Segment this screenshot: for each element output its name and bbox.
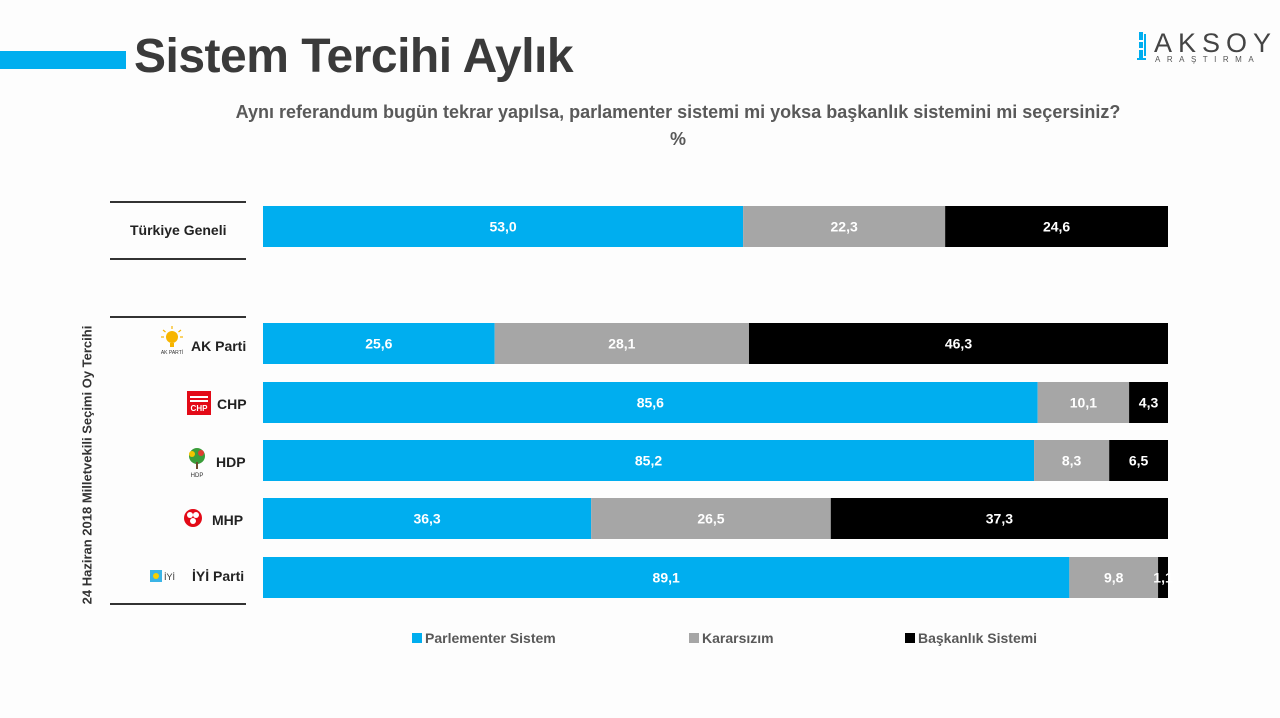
divider-parties-top xyxy=(110,316,246,318)
data-label-chp-parlementer: 85,6 xyxy=(637,395,664,411)
iyi-parti-icon-text: İYİ xyxy=(164,572,175,582)
data-label-mhp-baskanlik: 37,3 xyxy=(986,511,1013,527)
aksoy-logo-mark-icon xyxy=(1137,32,1146,60)
bar-turkiye-geneli-parlementer xyxy=(263,206,744,247)
legend-swatch-kararsiz xyxy=(689,633,699,643)
category-label-hdp: HDP xyxy=(216,454,246,470)
legend-item-parlementer: Parlementer Sistem xyxy=(412,630,556,646)
bar-turkiye-geneli-kararsiz xyxy=(743,206,946,247)
data-label-mhp-parlementer: 36,3 xyxy=(413,511,440,527)
data-label-ak-parti-parlementer: 25,6 xyxy=(365,336,392,352)
category-label-chp: CHP xyxy=(217,396,247,412)
bar-mhp-kararsiz xyxy=(591,498,831,539)
legend-label-parlementer: Parlementer Sistem xyxy=(425,630,556,646)
category-label-i-yi-parti: İYİ Parti xyxy=(192,568,245,584)
hdp-tree-icon: HDP xyxy=(189,448,205,479)
page-title: Sistem Tercihi Aylık xyxy=(134,30,574,83)
bar-ak-parti-baskanlik xyxy=(748,323,1168,364)
legend-item-kararsiz: Kararsızım xyxy=(689,630,774,646)
bar-ak-parti-parlementer xyxy=(263,323,495,364)
legend-swatch-parlementer xyxy=(412,633,422,643)
legend-label-kararsiz: Kararsızım xyxy=(702,630,774,646)
ak-parti-bulb-icon: AK PARTİ xyxy=(161,326,183,356)
data-label-chp-baskanlik: 4,3 xyxy=(1139,395,1159,411)
data-label-chp-kararsiz: 10,1 xyxy=(1070,395,1097,411)
divider-general xyxy=(110,258,246,260)
chp-six-arrows-icon: CHP xyxy=(187,391,211,415)
bar-mhp-parlementer xyxy=(263,498,592,539)
data-label-hdp-baskanlik: 6,5 xyxy=(1129,453,1149,469)
logo-subtitle: ARAŞTIRMA xyxy=(1155,55,1261,64)
data-label-i-yi-parti-parlementer: 89,1 xyxy=(653,570,680,586)
bar-turkiye-geneli-baskanlik xyxy=(945,206,1168,247)
divider-bottom xyxy=(110,603,246,605)
bar-i-yi-parti-kararsiz xyxy=(1069,557,1159,598)
data-label-i-yi-parti-baskanlik: 1,1 xyxy=(1153,570,1173,586)
bar-hdp-baskanlik xyxy=(1109,440,1168,481)
data-label-mhp-kararsiz: 26,5 xyxy=(697,511,724,527)
logo-wordmark: AKSOY xyxy=(1154,28,1278,58)
data-label-turkiye-geneli-kararsiz: 22,3 xyxy=(831,219,858,235)
data-label-hdp-parlementer: 85,2 xyxy=(635,453,662,469)
bar-chp-kararsiz xyxy=(1037,382,1130,423)
legend-swatch-baskanlik xyxy=(905,633,915,643)
aksoy-logo: AKSOY ARAŞTIRMA xyxy=(1137,28,1271,66)
bar-i-yi-parti-parlementer xyxy=(263,557,1070,598)
data-label-hdp-kararsiz: 8,3 xyxy=(1062,453,1082,469)
legend-item-baskanlik: Başkanlık Sistemi xyxy=(905,630,1037,646)
bar-chp-parlementer xyxy=(263,382,1038,423)
chp-icon-text: CHP xyxy=(191,404,209,413)
data-label-turkiye-geneli-parlementer: 53,0 xyxy=(489,219,516,235)
legend-label-baskanlik: Başkanlık Sistemi xyxy=(918,630,1038,646)
bar-i-yi-parti-baskanlik xyxy=(1158,557,1168,598)
title-accent-bar xyxy=(0,51,126,69)
hdp-icon-text: HDP xyxy=(191,473,204,479)
divider-top xyxy=(110,201,246,203)
bar-hdp-kararsiz xyxy=(1034,440,1110,481)
bar-hdp-parlementer xyxy=(263,440,1035,481)
ak-parti-icon-text: AK PARTİ xyxy=(161,349,183,356)
data-label-turkiye-geneli-baskanlik: 24,6 xyxy=(1043,219,1070,235)
chart-unit: % xyxy=(669,129,686,149)
category-label-turkiye-geneli: Türkiye Geneli xyxy=(130,222,227,238)
category-label-mhp: MHP xyxy=(212,512,244,528)
chart-question: Aynı referandum bugün tekrar yapılsa, pa… xyxy=(235,102,1121,122)
data-label-ak-parti-kararsiz: 28,1 xyxy=(608,336,635,352)
bar-mhp-baskanlik xyxy=(830,498,1168,539)
mhp-crescents-icon xyxy=(184,509,202,527)
category-label-ak-parti: AK Parti xyxy=(191,338,247,354)
bar-chp-baskanlik xyxy=(1129,382,1168,423)
bar-ak-parti-kararsiz xyxy=(494,323,749,364)
data-label-ak-parti-baskanlik: 46,3 xyxy=(945,336,972,352)
iyi-parti-sun-icon: İYİ xyxy=(150,570,175,582)
data-label-i-yi-parti-kararsiz: 9,8 xyxy=(1104,570,1124,586)
